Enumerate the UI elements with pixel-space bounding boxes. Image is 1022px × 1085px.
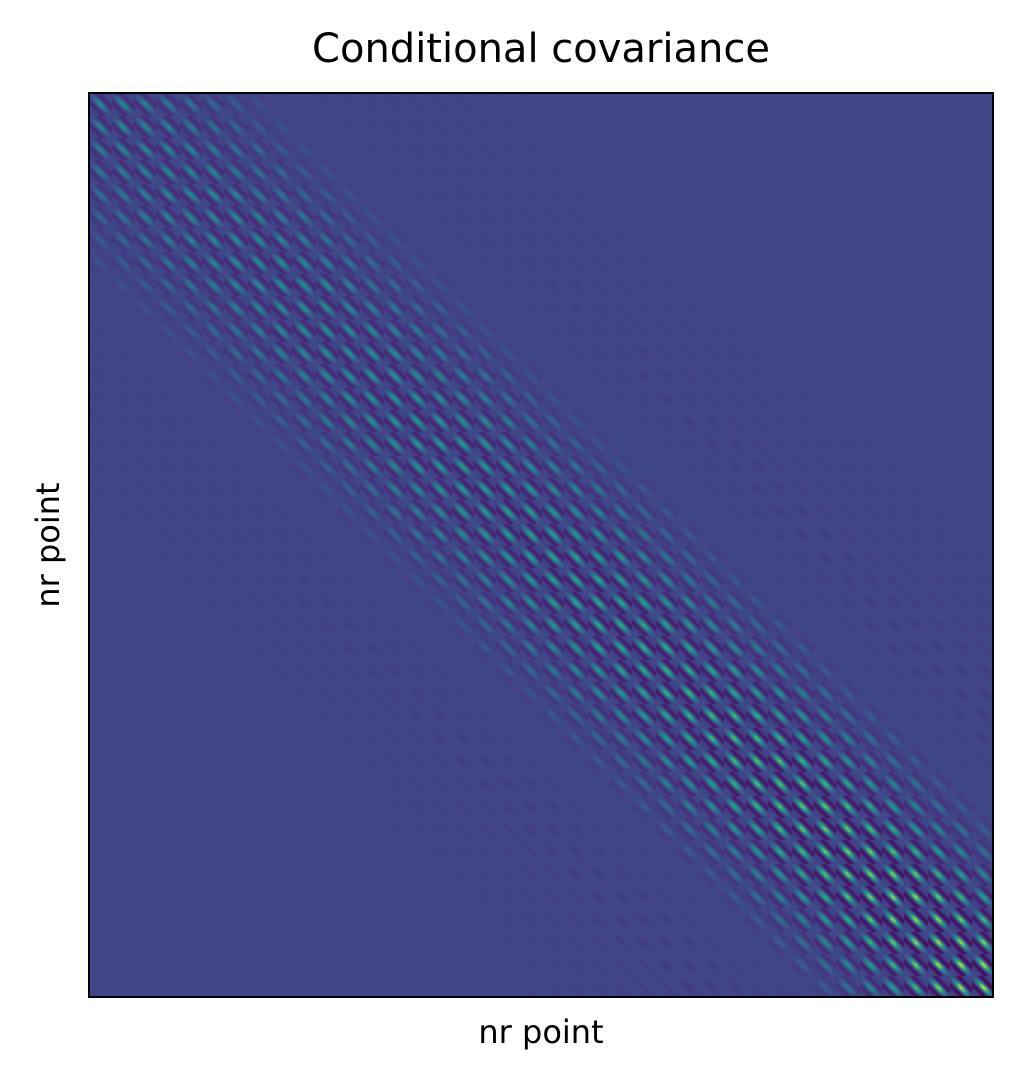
plot-area [88, 92, 994, 998]
x-axis-label: nr point [478, 1013, 604, 1051]
y-axis-label: nr point [29, 482, 67, 608]
covariance-heatmap [88, 92, 994, 998]
chart-title: Conditional covariance [312, 26, 770, 72]
